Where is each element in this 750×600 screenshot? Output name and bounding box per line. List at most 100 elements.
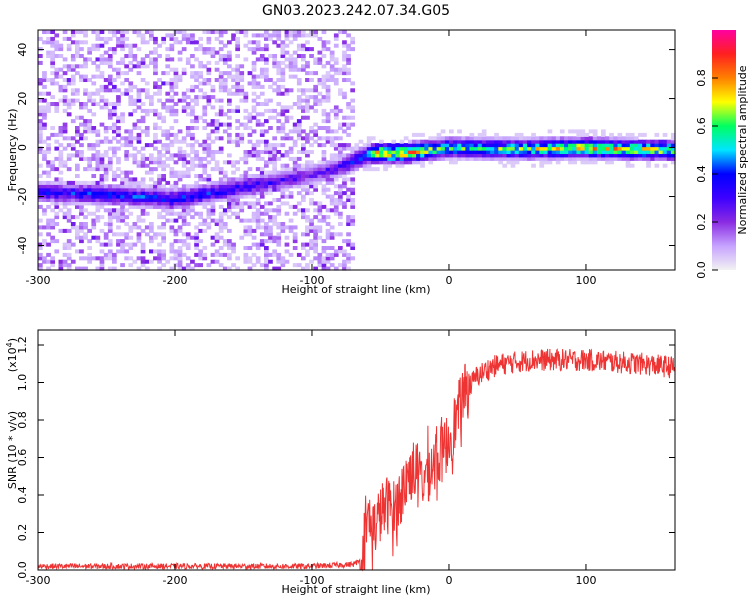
spectrogram-cell	[276, 156, 282, 161]
spectrogram-cell	[54, 222, 60, 227]
spectrogram-cell	[264, 108, 269, 113]
spectrogram-cell	[395, 163, 401, 168]
spectrogram-cell	[79, 235, 84, 240]
spectrogram-cell	[292, 225, 298, 230]
spectrogram-cell	[375, 160, 380, 165]
spectrogram-cell	[149, 153, 154, 158]
spectrogram-cell	[638, 153, 643, 158]
spectrogram-cell	[107, 54, 113, 59]
spectrogram-cell	[62, 102, 68, 107]
spectrogram-cell	[206, 184, 212, 189]
spectrogram-cell	[346, 222, 351, 227]
spectrogram-cell	[222, 177, 228, 182]
spectrogram-cell	[50, 194, 56, 199]
spectrogram-cell	[284, 167, 290, 172]
spectrogram-cell	[276, 204, 282, 209]
spectrogram-cell	[350, 177, 356, 182]
spectrogram-cell	[375, 156, 380, 161]
spectrogram-cell	[555, 139, 561, 144]
spectrogram-cell	[107, 126, 113, 131]
spectrogram-cell	[58, 88, 64, 93]
spectrogram-cell	[490, 146, 495, 151]
spectrogram-cell	[436, 150, 442, 155]
spectrogram-cell	[235, 126, 241, 131]
spectrogram-cell	[227, 228, 232, 233]
spectrogram-cell	[79, 201, 84, 206]
spectrogram-cell	[576, 139, 582, 144]
spectrogram-cell	[194, 174, 199, 179]
spectrogram-cell	[214, 50, 220, 55]
spectrogram-cell	[190, 160, 195, 165]
spectrogram-cell	[194, 201, 199, 206]
spectrogram-cell	[625, 143, 631, 148]
spectrogram-cell	[292, 160, 298, 165]
spectrogram-cell	[79, 105, 84, 110]
spectrogram-cell	[243, 218, 249, 223]
spectrogram-cell	[268, 215, 273, 220]
spectrogram-cell	[95, 184, 101, 189]
spectrogram-cell	[309, 225, 314, 230]
spectrogram-cell	[202, 198, 208, 203]
spectrogram-cell	[477, 132, 483, 137]
spectrogram-cell	[124, 43, 130, 48]
spectrogram-cell	[210, 218, 216, 223]
spectrogram-cell	[128, 246, 134, 251]
spectrogram-cell	[157, 160, 162, 165]
spectrogram-cell	[206, 40, 212, 45]
spectrogram-cell	[227, 215, 232, 220]
spectrogram-cell	[58, 160, 64, 165]
spectrogram-cell	[338, 191, 343, 196]
spectrogram-cell	[313, 33, 319, 38]
spectrogram-cell	[469, 156, 475, 161]
spectrogram-cell	[140, 119, 146, 124]
spectrogram-cell	[120, 43, 125, 48]
spectrogram-cell	[288, 191, 294, 196]
spectrogram-cell	[190, 163, 195, 168]
spectrogram-cell	[214, 129, 220, 134]
spectrogram-cell	[596, 153, 602, 158]
spectrogram-cell	[346, 54, 351, 59]
spectrogram-cell	[440, 136, 446, 141]
spectrogram-cell	[420, 139, 425, 144]
spectrogram-cell	[202, 177, 208, 182]
spectrogram-cell	[99, 180, 105, 185]
spectrogram-cell	[346, 252, 351, 257]
spectrogram-cell	[124, 150, 130, 155]
spectrogram-cell	[292, 177, 298, 182]
spectrogram-cell	[264, 177, 269, 182]
spectrogram-cell	[255, 122, 261, 127]
spectrogram-cell	[338, 153, 343, 158]
spectrogram-cell	[95, 43, 101, 48]
spectrogram-cell	[185, 198, 191, 203]
spectrogram-cell	[132, 102, 138, 107]
spectrogram-cell	[91, 146, 97, 151]
spectrogram-cell	[70, 136, 76, 141]
spectrogram-cell	[54, 211, 60, 216]
spectrogram-cell	[436, 146, 442, 151]
spectrogram-cell	[218, 81, 224, 86]
colorbar-tick-label: 0.6	[695, 117, 708, 135]
spectrogram-cell	[173, 184, 179, 189]
spectrogram-cell	[465, 136, 471, 141]
spectrogram-cell	[42, 194, 47, 199]
spectrogram-cell	[325, 95, 331, 100]
spectrogram-cell	[75, 194, 80, 199]
spectrogram-cell	[535, 150, 541, 155]
spectrogram-cell	[321, 84, 327, 89]
spectrogram-cell	[206, 146, 212, 151]
spectrogram-cell	[342, 160, 347, 165]
spectrogram-cell	[149, 160, 154, 165]
spectrogram-cell	[128, 50, 134, 55]
spectrogram-cell	[103, 235, 109, 240]
spectrogram-cell	[103, 40, 109, 45]
spectrogram-cell	[227, 160, 232, 165]
spectrogram-cell	[99, 163, 105, 168]
spectrogram-cell	[387, 156, 393, 161]
spectrogram-cell	[190, 204, 195, 209]
spectrogram-cell	[296, 78, 302, 83]
spectrogram-cell	[190, 132, 195, 137]
spectrogram-cell	[46, 184, 51, 189]
spectrogram-cell	[243, 194, 249, 199]
spectrogram-cell	[87, 259, 93, 264]
spectrogram-cell	[136, 60, 142, 65]
